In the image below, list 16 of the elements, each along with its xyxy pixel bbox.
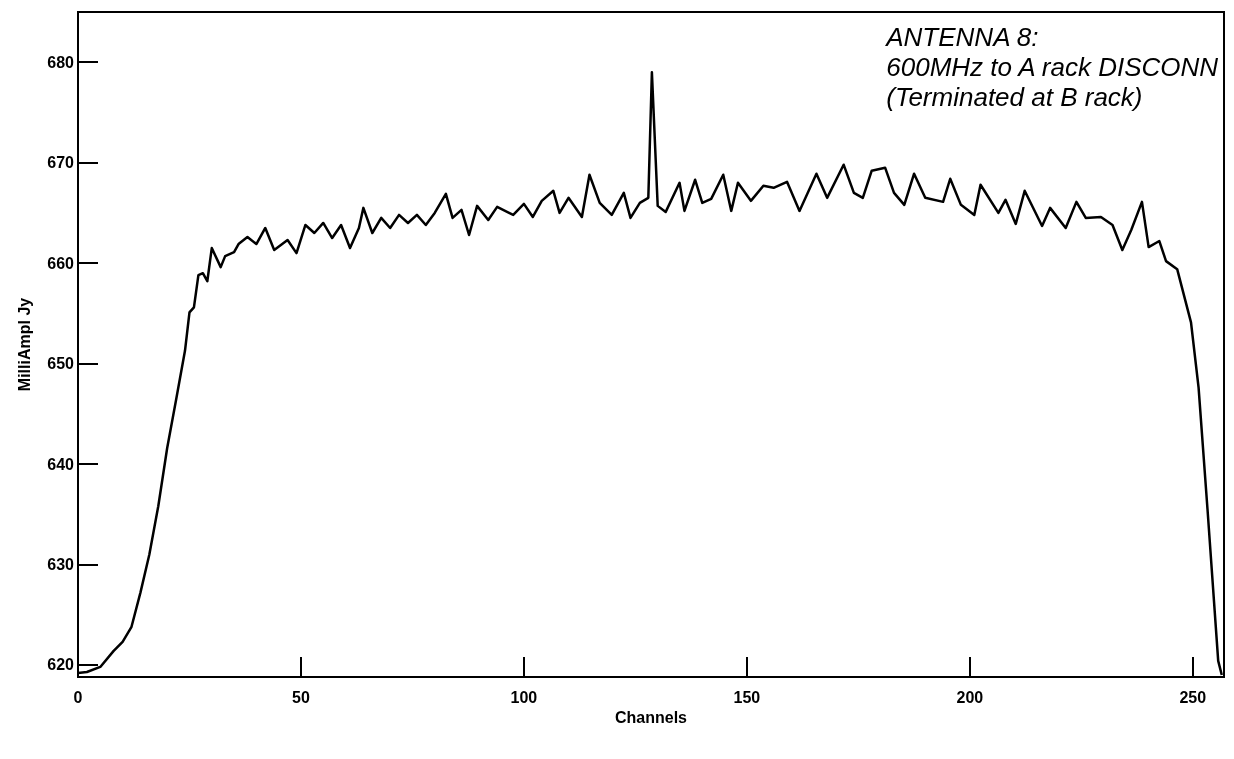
- y-tick-label: 660: [47, 254, 75, 272]
- x-tick-label: 200: [956, 688, 984, 706]
- y-tick-label: 630: [47, 555, 75, 573]
- annotation: ANTENNA 8: 600MHz to A rack DISCONN (Terminated at B rack): [884, 22, 1219, 112]
- x-tick-label: 100: [510, 688, 538, 706]
- x-tick-label: 150: [733, 688, 761, 706]
- y-tick-label: 620: [47, 656, 75, 674]
- y-axis-title: MilliAmpl Jy: [15, 297, 33, 392]
- x-axis-title: Channels: [614, 709, 688, 727]
- x-tick-label: 50: [292, 688, 310, 706]
- x-tick-label: 0: [73, 688, 83, 706]
- y-tick-label: 650: [47, 355, 75, 373]
- y-tick-label: 670: [47, 154, 75, 172]
- y-tick-label: 680: [47, 53, 75, 71]
- y-tick-label: 640: [47, 455, 75, 473]
- x-tick-label: 250: [1179, 688, 1207, 706]
